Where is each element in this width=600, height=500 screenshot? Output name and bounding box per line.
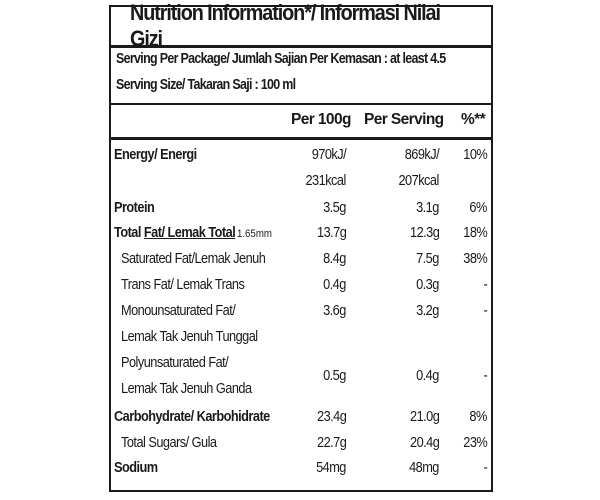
energy-per100: 970kJ/	[311, 147, 347, 163]
poly-fat-per100: 0.5g	[323, 368, 346, 384]
divider	[111, 137, 491, 140]
protein-per100: 3.5g	[323, 200, 346, 216]
sodium-per-serving: 48mg	[409, 460, 439, 476]
sodium-per100: 54mg	[316, 460, 346, 476]
protein-per-serving: 3.1g	[416, 200, 439, 216]
total-fat-percent: 18%	[463, 225, 487, 241]
col-header-per100: Per 100g	[291, 111, 351, 128]
poly-fat-per-serving: 0.4g	[416, 368, 439, 384]
sat-fat-per100: 8.4g	[323, 251, 346, 267]
sugars-per100: 22.7g	[316, 435, 347, 451]
row-label-polyunsaturated-fat: Polyunsaturated Fat/	[121, 355, 229, 371]
trans-fat-per-serving: 0.3g	[416, 277, 439, 293]
row-label-energy: Energy/ Energi	[114, 147, 197, 163]
total-fat-per-serving: 12.3g	[409, 225, 440, 241]
trans-fat-percent: -	[483, 277, 487, 293]
sugars-percent: 23%	[463, 435, 487, 451]
row-label-trans-fat: Trans Fat/ Lemak Trans	[121, 277, 245, 293]
poly-fat-percent: -	[483, 368, 487, 384]
serving-per-package: Serving Per Package/ Jumlah Sajian Per K…	[116, 51, 446, 67]
sat-fat-per-serving: 7.5g	[416, 251, 439, 267]
dimension-note: 1.65mm	[236, 228, 272, 240]
row-label-monounsaturated-fat: Monounsaturated Fat/	[121, 303, 236, 319]
carb-per100: 23.4g	[316, 409, 347, 425]
row-label-polyunsaturated-fat-b: Lemak Tak Jenuh Ganda	[121, 381, 252, 397]
carb-percent: 8%	[469, 409, 488, 425]
sodium-percent: -	[483, 460, 487, 476]
panel-title: Nutrition Information*/ Informasi Nilai …	[130, 0, 441, 51]
energy-percent: 10%	[463, 147, 487, 163]
sat-fat-percent: 38%	[463, 251, 487, 267]
nutrition-panel: Nutrition Information*/ Informasi Nilai …	[109, 0, 493, 492]
divider	[111, 45, 491, 48]
sugars-per-serving: 20.4g	[409, 435, 440, 451]
mono-fat-percent: -	[483, 303, 487, 319]
serving-size: Serving Size/ Takaran Saji : 100 ml	[116, 77, 296, 93]
divider	[111, 103, 491, 105]
col-header-percent: %**	[461, 111, 486, 128]
row-label-protein: Protein	[114, 200, 155, 216]
col-header-per-serving: Per Serving	[364, 111, 444, 128]
energy-per-serving: 869kJ/	[404, 147, 440, 163]
energy-per-serving-kcal: 207kcal	[398, 173, 440, 189]
row-label-saturated-fat: Saturated Fat/Lemak Jenuh	[121, 251, 266, 267]
trans-fat-per100: 0.4g	[323, 277, 346, 293]
mono-fat-per-serving: 3.2g	[416, 303, 439, 319]
row-label-sodium: Sodium	[114, 460, 158, 476]
protein-percent: 6%	[469, 200, 488, 216]
total-fat-per100: 13.7g	[316, 225, 347, 241]
row-label-monounsaturated-fat-b: Lemak Tak Jenuh Tunggal	[121, 329, 258, 345]
row-label-carbohydrate: Carbohydrate/ Karbohidrate	[114, 409, 270, 425]
carb-per-serving: 21.0g	[409, 409, 440, 425]
total-fat-label-b: Fat/ Lemak Total	[143, 225, 236, 241]
energy-per100-kcal: 231kcal	[305, 173, 347, 189]
row-label-total-sugars: Total Sugars/ Gula	[121, 435, 217, 451]
mono-fat-per100: 3.6g	[323, 303, 346, 319]
total-fat-label-a: Total	[114, 225, 144, 241]
row-label-total-fat: Total Fat/ Lemak Total 1.65mm	[114, 225, 272, 241]
